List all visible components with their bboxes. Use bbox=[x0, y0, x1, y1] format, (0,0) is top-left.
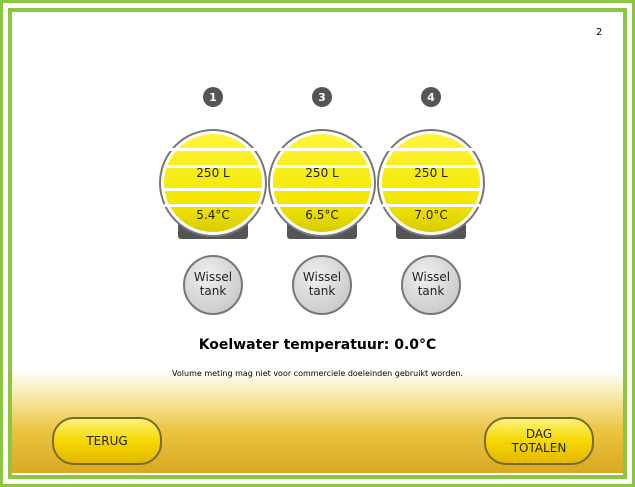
tank-volume: 250 L bbox=[414, 166, 448, 180]
button-label: DAG bbox=[526, 427, 552, 441]
screen: 2 1250 L5.4°CWisseltank3250 L6.5°CWissel… bbox=[0, 0, 635, 487]
tank-volume: 250 L bbox=[196, 166, 230, 180]
tank-number: 3 bbox=[318, 91, 326, 104]
tank-number: 1 bbox=[209, 91, 217, 104]
tank-stripe bbox=[382, 204, 480, 207]
back-button[interactable]: TERUG bbox=[52, 417, 162, 465]
totals-button[interactable]: DAG TOTALEN bbox=[484, 417, 594, 465]
switch-tank-label: Wissel bbox=[303, 270, 341, 284]
tank-stripe bbox=[164, 188, 262, 191]
switch-tank-label: Wissel bbox=[412, 270, 450, 284]
switch-tank-label: tank bbox=[200, 284, 227, 298]
tank-temperature: 6.5°C bbox=[305, 208, 338, 222]
tank-stripe bbox=[164, 204, 262, 207]
tank-stripe bbox=[273, 148, 371, 151]
switch-tank-label: tank bbox=[418, 284, 445, 298]
tank-stripe bbox=[273, 188, 371, 191]
tank-stripe bbox=[273, 204, 371, 207]
button-label: TERUG bbox=[86, 434, 127, 448]
tank-number: 4 bbox=[427, 91, 435, 104]
tank-volume: 250 L bbox=[305, 166, 339, 180]
coolant-temperature: Koelwater temperatuur: 0.0°C bbox=[0, 337, 635, 353]
tank-stripe bbox=[382, 188, 480, 191]
tank-temperature: 5.4°C bbox=[196, 208, 229, 222]
tank-temperature: 7.0°C bbox=[414, 208, 447, 222]
tank-stripe bbox=[164, 148, 262, 151]
disclaimer: Volume meting mag niet voor commerciele … bbox=[0, 369, 635, 378]
switch-tank-label: Wissel bbox=[194, 270, 232, 284]
button-label: TOTALEN bbox=[512, 441, 567, 455]
tank-stripe bbox=[382, 148, 480, 151]
switch-tank-label: tank bbox=[309, 284, 336, 298]
